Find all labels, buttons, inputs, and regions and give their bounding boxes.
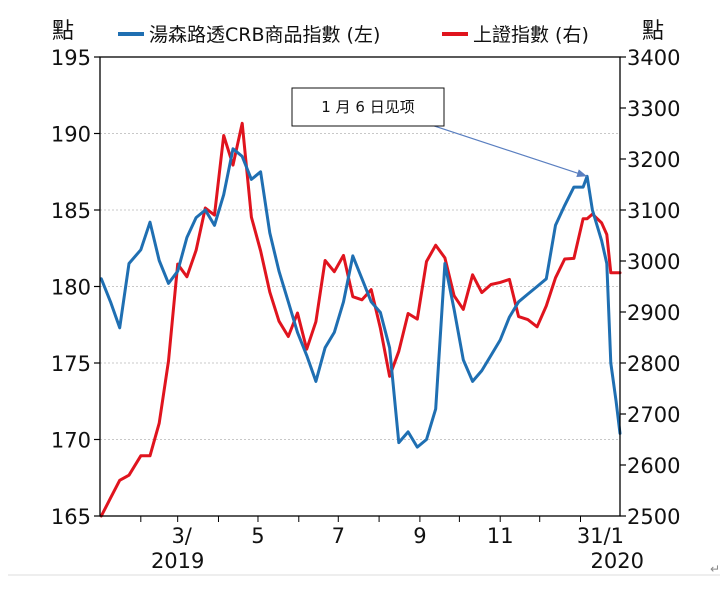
left-tick-label: 195 xyxy=(51,46,91,70)
labels-layer: 195 190 185 180 175 170 165 3400 3300 3200 3100 300… xyxy=(51,46,681,573)
left-axis-unit: 點 xyxy=(52,19,74,44)
left-tick-label: 165 xyxy=(51,505,91,529)
right-tick-label: 2600 xyxy=(627,454,680,478)
x-tick-label: 7 xyxy=(332,524,345,548)
annotation-arrowhead xyxy=(576,169,588,177)
x-tick-label: 11 xyxy=(487,524,514,548)
left-tick-label: 180 xyxy=(51,276,91,300)
right-tick-label: 2700 xyxy=(627,403,680,427)
series-line-crb xyxy=(99,147,622,449)
legend-label-shanghai: 上證指數 (右) xyxy=(473,24,589,46)
annotation-box xyxy=(291,87,445,127)
annotation-arrow xyxy=(409,117,588,177)
x-tick-year-label: 2020 xyxy=(591,549,644,573)
right-tick-label: 3100 xyxy=(627,199,680,223)
left-tick-label: 170 xyxy=(51,429,91,453)
annotation: 1 月 6 日见项 xyxy=(291,87,588,177)
right-tick-label: 2800 xyxy=(627,352,680,376)
left-tick-label: 185 xyxy=(51,199,91,223)
right-tick-label: 2500 xyxy=(627,505,680,529)
x-tick-label: 5 xyxy=(251,524,264,548)
right-tick-label: 3200 xyxy=(627,148,680,172)
series-layer xyxy=(99,121,622,518)
legend-label-crb: 湯森路透CRB商品指數 (左) xyxy=(149,24,380,46)
return-mark: ↵ xyxy=(710,562,720,576)
axes-layer xyxy=(94,56,626,522)
right-tick-label: 3400 xyxy=(627,46,680,70)
legend: 湯森路透CRB商品指數 (左) 上證指數 (右) xyxy=(118,24,589,46)
x-tick-year-label: 2019 xyxy=(151,549,204,573)
right-tick-label: 2900 xyxy=(627,301,680,325)
right-tick-label: 3300 xyxy=(627,97,680,121)
annotation-text: 1 月 6 日见项 xyxy=(321,98,414,116)
right-axis-unit: 點 xyxy=(642,19,664,44)
x-tick-label: 31/1 xyxy=(577,524,624,548)
right-tick-label: 3000 xyxy=(627,250,680,274)
left-tick-label: 190 xyxy=(51,123,91,147)
left-tick-label: 175 xyxy=(51,352,91,376)
x-tick-label: 3/ xyxy=(171,524,192,548)
x-tick-label: 9 xyxy=(413,524,426,548)
grid-layer xyxy=(100,133,620,440)
